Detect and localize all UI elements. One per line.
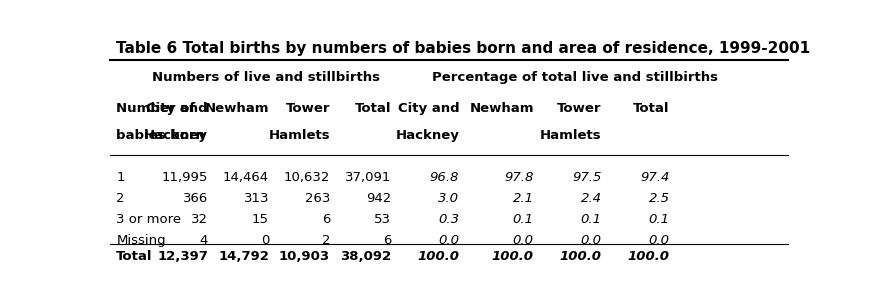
Text: Tower: Tower [557, 102, 602, 115]
Text: 3.0: 3.0 [438, 192, 459, 205]
Text: 0: 0 [261, 234, 269, 247]
Text: 263: 263 [305, 192, 330, 205]
Text: 14,792: 14,792 [218, 250, 269, 263]
Text: 4: 4 [200, 234, 208, 247]
Text: 12,397: 12,397 [157, 250, 208, 263]
Text: Tower: Tower [286, 102, 330, 115]
Text: 10,632: 10,632 [284, 171, 330, 184]
Text: Total: Total [633, 102, 669, 115]
Text: 2: 2 [117, 192, 124, 205]
Text: 2.1: 2.1 [512, 192, 533, 205]
Text: 10,903: 10,903 [279, 250, 330, 263]
Text: Hamlets: Hamlets [269, 129, 330, 142]
Text: Total: Total [355, 102, 392, 115]
Text: 0.0: 0.0 [512, 234, 533, 247]
Text: 100.0: 100.0 [417, 250, 459, 263]
Text: 100.0: 100.0 [560, 250, 602, 263]
Text: 2.5: 2.5 [648, 192, 669, 205]
Text: 97.8: 97.8 [505, 171, 533, 184]
Text: 1: 1 [117, 171, 124, 184]
Text: Hackney: Hackney [144, 129, 208, 142]
Text: 6: 6 [321, 213, 330, 226]
Text: Total: Total [117, 250, 152, 263]
Text: 100.0: 100.0 [491, 250, 533, 263]
Text: 313: 313 [244, 192, 269, 205]
Text: 0.1: 0.1 [581, 213, 602, 226]
Text: Newham: Newham [204, 102, 269, 115]
Text: 366: 366 [183, 192, 208, 205]
Text: 15: 15 [252, 213, 269, 226]
Text: 53: 53 [374, 213, 392, 226]
Text: 3 or more: 3 or more [117, 213, 181, 226]
Text: 96.8: 96.8 [430, 171, 459, 184]
Text: Table 6 Total births by numbers of babies born and area of residence, 1999-2001: Table 6 Total births by numbers of babie… [117, 41, 810, 56]
Text: 14,464: 14,464 [223, 171, 269, 184]
Text: 0.3: 0.3 [438, 213, 459, 226]
Text: 100.0: 100.0 [627, 250, 669, 263]
Text: Percentage of total live and stillbirths: Percentage of total live and stillbirths [432, 71, 717, 84]
Text: Hamlets: Hamlets [540, 129, 602, 142]
Text: 0.1: 0.1 [512, 213, 533, 226]
Text: City and: City and [146, 102, 208, 115]
Text: 6: 6 [383, 234, 392, 247]
Text: 0.1: 0.1 [648, 213, 669, 226]
Text: 97.5: 97.5 [572, 171, 602, 184]
Text: 2: 2 [321, 234, 330, 247]
Text: 0.0: 0.0 [581, 234, 602, 247]
Text: Newham: Newham [470, 102, 533, 115]
Text: 38,092: 38,092 [340, 250, 392, 263]
Text: 32: 32 [191, 213, 208, 226]
Text: Numbers of live and stillbirths: Numbers of live and stillbirths [152, 71, 379, 84]
Text: 97.4: 97.4 [640, 171, 669, 184]
Text: 11,995: 11,995 [161, 171, 208, 184]
Text: 942: 942 [366, 192, 392, 205]
Text: Missing: Missing [117, 234, 166, 247]
Text: Number of: Number of [117, 102, 195, 115]
Text: Hackney: Hackney [395, 129, 459, 142]
Text: 2.4: 2.4 [581, 192, 602, 205]
Text: 37,091: 37,091 [345, 171, 392, 184]
Text: 0.0: 0.0 [648, 234, 669, 247]
Text: City and: City and [398, 102, 459, 115]
Text: babies born: babies born [117, 129, 205, 142]
Text: 0.0: 0.0 [438, 234, 459, 247]
